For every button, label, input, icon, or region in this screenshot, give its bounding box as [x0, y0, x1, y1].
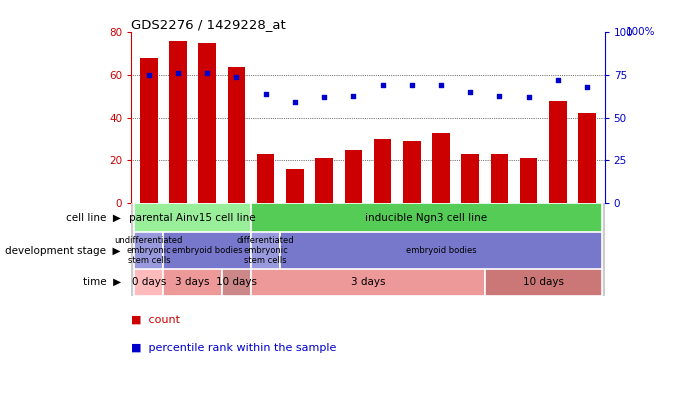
Text: ■  count: ■ count — [131, 315, 180, 325]
Text: cell line  ▶: cell line ▶ — [66, 213, 121, 223]
Bar — [520, 158, 538, 203]
Bar — [485, 269, 602, 296]
Bar — [281, 232, 602, 269]
Point — [464, 89, 475, 95]
Bar — [345, 150, 362, 203]
Text: 0 days: 0 days — [131, 277, 166, 287]
Bar — [251, 269, 485, 296]
Text: development stage  ▶: development stage ▶ — [6, 245, 121, 256]
Bar — [251, 232, 281, 269]
Bar — [403, 141, 421, 203]
Bar — [491, 154, 508, 203]
Text: 3 days: 3 days — [351, 277, 385, 287]
Bar — [222, 269, 251, 296]
Bar — [286, 169, 303, 203]
Bar — [257, 154, 274, 203]
Bar — [433, 133, 450, 203]
Point — [552, 77, 563, 83]
Text: 10 days: 10 days — [216, 277, 257, 287]
Point — [173, 70, 184, 77]
Bar — [578, 113, 596, 203]
Text: 100%: 100% — [626, 28, 656, 37]
Text: 10 days: 10 days — [523, 277, 564, 287]
Text: inducible Ngn3 cell line: inducible Ngn3 cell line — [366, 213, 487, 223]
Bar — [549, 101, 567, 203]
Point — [290, 99, 301, 106]
Bar — [164, 232, 251, 269]
Text: 3 days: 3 days — [176, 277, 210, 287]
Text: embryoid bodies: embryoid bodies — [406, 246, 476, 255]
Point — [202, 70, 213, 77]
Text: undifferentiated
embryonic
stem cells: undifferentiated embryonic stem cells — [115, 236, 183, 265]
Point — [231, 74, 242, 80]
Point — [523, 94, 534, 100]
Text: time  ▶: time ▶ — [83, 277, 121, 287]
Point — [494, 92, 505, 99]
Text: parental Ainv15 cell line: parental Ainv15 cell line — [129, 213, 256, 223]
Bar — [134, 203, 251, 232]
Bar — [134, 232, 164, 269]
Point — [377, 82, 388, 89]
Bar — [164, 269, 222, 296]
Bar — [228, 66, 245, 203]
Bar — [134, 269, 164, 296]
Text: differentiated
embryonic
stem cells: differentiated embryonic stem cells — [237, 236, 294, 265]
Point — [582, 84, 593, 90]
Bar — [315, 158, 333, 203]
Text: GDS2276 / 1429228_at: GDS2276 / 1429228_at — [131, 18, 286, 31]
Point — [348, 92, 359, 99]
Point — [261, 91, 272, 97]
Point — [406, 82, 417, 89]
Bar — [251, 203, 602, 232]
Point — [319, 94, 330, 100]
Bar — [374, 139, 391, 203]
Bar — [462, 154, 479, 203]
Bar — [169, 41, 187, 203]
Text: embryoid bodies: embryoid bodies — [172, 246, 243, 255]
Bar — [140, 58, 158, 203]
Text: ■  percentile rank within the sample: ■ percentile rank within the sample — [131, 343, 337, 353]
Bar — [198, 43, 216, 203]
Point — [143, 72, 154, 78]
Point — [435, 82, 446, 89]
